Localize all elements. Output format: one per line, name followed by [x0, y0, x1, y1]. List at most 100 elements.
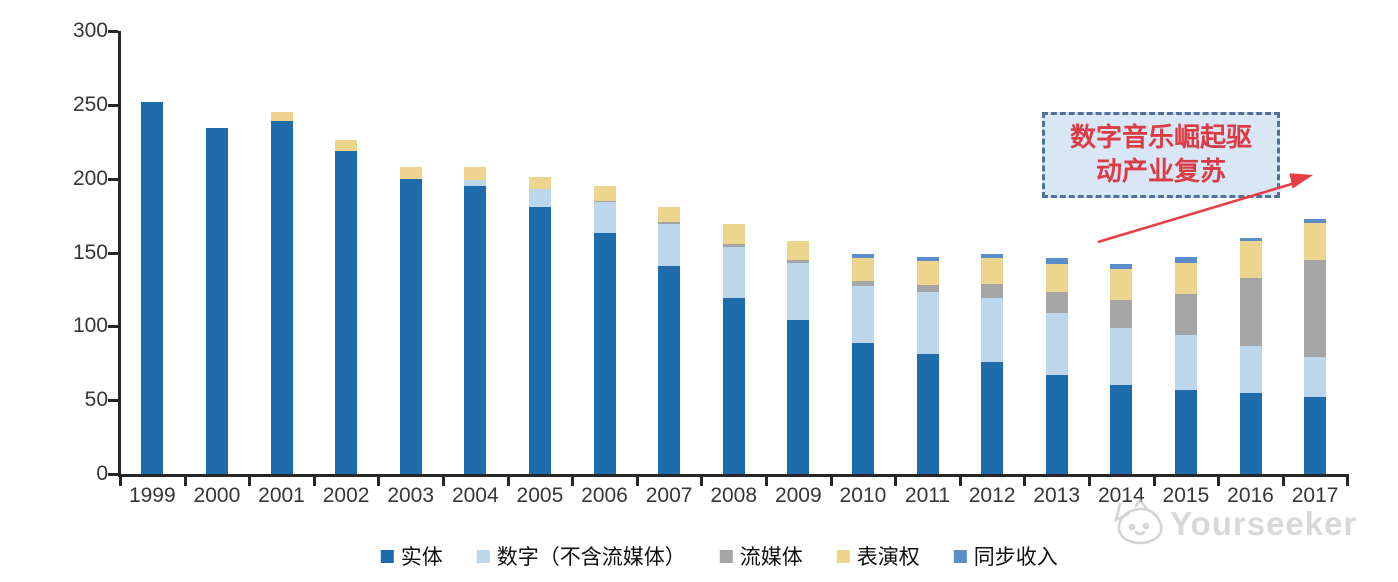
x-axis-tick — [1152, 477, 1156, 486]
x-axis-tick — [571, 477, 575, 486]
bar-segment-performance-rights — [1304, 223, 1327, 260]
bar-group-2008 — [722, 224, 745, 474]
bar-segment-streaming — [916, 285, 939, 293]
bar-segment-performance-rights — [464, 166, 487, 181]
y-axis-tick-label: 150 — [72, 240, 108, 264]
y-axis-tick-label: 250 — [72, 92, 108, 116]
bar-segment-physical — [528, 206, 551, 474]
legend-label-performance-rights: 表演权 — [856, 545, 920, 569]
bar-segment-sync-revenue — [916, 256, 939, 262]
x-axis-tick — [248, 477, 252, 486]
x-axis-label: 2003 — [387, 484, 435, 507]
annotation-text-line: 数字音乐崛起驱 — [1069, 123, 1252, 152]
bar-segment-physical — [593, 233, 616, 474]
legend-label-digital-ex-streaming: 数字（不含流媒体） — [496, 545, 686, 569]
x-axis-label: 2016 — [1227, 484, 1274, 507]
bar-segment-streaming — [1045, 292, 1068, 314]
x-axis-label: 2002 — [322, 484, 370, 507]
bar-segment-performance-rights — [1239, 240, 1262, 278]
x-axis-label: 2010 — [839, 484, 887, 507]
bar-segment-performance-rights — [335, 140, 358, 151]
bar-segment-physical — [464, 186, 487, 474]
bar-segment-digital-ex-streaming — [1045, 313, 1068, 376]
x-axis-tick — [1088, 477, 1091, 486]
bar-segment-streaming — [593, 200, 616, 203]
bar-group-2006 — [593, 186, 616, 474]
bar-segment-performance-rights — [528, 177, 551, 190]
bar-segment-physical — [1304, 397, 1327, 474]
bar-segment-digital-ex-streaming — [787, 262, 810, 321]
x-axis-tick — [312, 477, 316, 486]
annotation-arrow-icon — [1097, 173, 1313, 244]
legend-label-sync-revenue: 同步收入 — [973, 545, 1058, 569]
y-axis-tick — [108, 473, 118, 476]
bar-group-2010 — [851, 254, 874, 474]
bar-segment-physical — [787, 320, 810, 474]
bar-group-2011 — [916, 256, 939, 474]
x-axis-tick — [1023, 477, 1027, 486]
x-axis-tick — [700, 477, 704, 486]
bar-segment-physical — [205, 128, 228, 474]
bar-segment-digital-ex-streaming — [528, 189, 551, 207]
bar-segment-performance-rights — [722, 224, 745, 244]
bar-segment-digital-ex-streaming — [851, 286, 874, 343]
bar-segment-digital-ex-streaming — [464, 180, 487, 187]
bar-group-2004 — [464, 166, 487, 474]
bar-segment-performance-rights — [787, 240, 810, 260]
bar-segment-sync-revenue — [1239, 237, 1262, 241]
x-axis-label: 2017 — [1291, 484, 1339, 507]
bar-group-2007 — [658, 206, 681, 474]
y-axis-tick — [108, 103, 118, 107]
x-axis-tick — [894, 477, 898, 486]
y-axis-tick-label: 300 — [72, 19, 108, 42]
y-axis-tick — [108, 177, 118, 181]
x-axis-tick — [1281, 477, 1285, 486]
bar-segment-streaming — [722, 243, 745, 247]
bar-group-2012 — [981, 254, 1004, 474]
legend-swatch-performance-rights — [836, 549, 850, 563]
bar-segment-digital-ex-streaming — [1110, 327, 1133, 386]
bar-segment-streaming — [851, 280, 874, 287]
bar-segment-physical — [916, 354, 939, 474]
legend-label-physical: 实体 — [400, 545, 443, 569]
bar-segment-streaming — [1239, 277, 1262, 346]
x-axis-label: 2004 — [451, 484, 499, 507]
bar-group-2003 — [399, 166, 422, 474]
bar-segment-digital-ex-streaming — [981, 298, 1004, 362]
y-axis-tick — [108, 399, 118, 403]
x-axis-tick — [765, 477, 768, 486]
x-axis-label: 2012 — [968, 484, 1016, 507]
y-axis-tick-label: 200 — [72, 166, 108, 190]
bar-segment-physical — [1239, 392, 1262, 474]
bar-segment-performance-rights — [1110, 268, 1133, 300]
bar-segment-performance-rights — [981, 258, 1004, 284]
bar-group-2002 — [335, 140, 358, 474]
y-axis-tick-label: 0 — [96, 462, 108, 485]
bar-segment-physical — [1045, 375, 1068, 474]
x-axis-tick — [377, 477, 381, 486]
bar-group-2013 — [1045, 258, 1068, 474]
x-axis-label: 2015 — [1162, 484, 1210, 507]
watermark-brand-text: Yourseeker — [1170, 505, 1358, 542]
bar-segment-digital-ex-streaming — [1174, 335, 1197, 390]
bar-segment-sync-revenue — [1304, 218, 1327, 223]
bar-segment-physical — [1174, 389, 1197, 474]
x-axis-label: 2014 — [1097, 484, 1145, 507]
legend-swatch-physical — [380, 549, 394, 563]
x-axis-label: 2000 — [193, 484, 241, 507]
bar-segment-performance-rights — [1045, 264, 1068, 293]
bar-segment-physical — [399, 178, 422, 474]
x-axis-tick — [958, 477, 962, 486]
bar-segment-sync-revenue — [981, 254, 1004, 259]
bar-segment-performance-rights — [851, 258, 874, 281]
bar-segment-sync-revenue — [1045, 258, 1068, 265]
bar-segment-digital-ex-streaming — [658, 224, 681, 266]
x-axis-label: 1999 — [128, 484, 176, 507]
bar-segment-digital-ex-streaming — [722, 246, 745, 299]
legend-label-streaming: 流媒体 — [739, 545, 803, 569]
bar-group-2015 — [1174, 256, 1197, 474]
x-axis-label: 2005 — [516, 484, 564, 507]
bar-group-2000 — [205, 128, 228, 474]
bar-segment-streaming — [787, 259, 810, 263]
